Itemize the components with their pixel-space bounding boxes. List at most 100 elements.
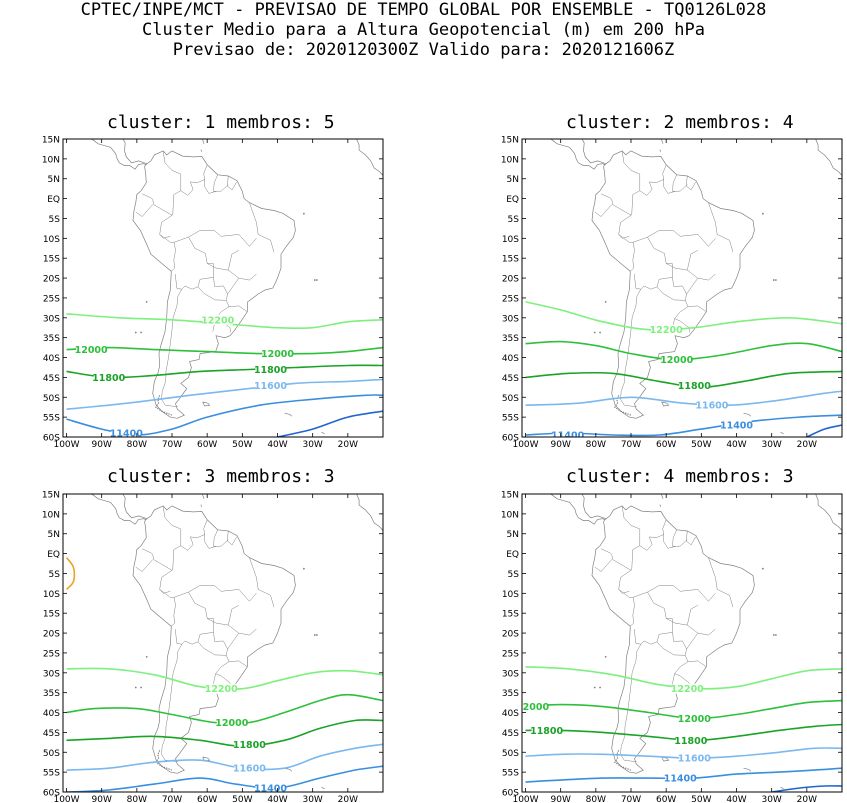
- lat-label: 10N: [501, 155, 519, 165]
- contour-label-bg: [111, 428, 142, 437]
- contour-label-12000: 12000: [660, 355, 693, 366]
- country-border: [226, 175, 237, 191]
- coastline-south-america: [132, 150, 296, 419]
- contour-label-11400: 11400: [720, 421, 753, 432]
- contour-label-11800: 11800: [233, 740, 266, 751]
- coastline-africa: [815, 139, 842, 182]
- country-border: [656, 277, 687, 301]
- island: [659, 504, 662, 507]
- country-border: [672, 529, 688, 547]
- lon-label: 20W: [797, 440, 817, 450]
- islet: [493, 660, 495, 662]
- islet: [772, 634, 775, 636]
- country-border: [227, 277, 240, 295]
- country-border: [188, 230, 257, 247]
- island: [202, 401, 211, 407]
- contour-label-bg: [202, 314, 233, 325]
- country-border: [594, 204, 612, 217]
- lon-label: 60W: [656, 440, 676, 450]
- coastline-fuegian-islands: [614, 395, 632, 416]
- contour-label-12000: 12000: [261, 349, 294, 360]
- map-frame: [62, 493, 384, 793]
- lon-label: 20W: [338, 795, 358, 803]
- lat-label: 40S: [43, 709, 60, 719]
- lat-label: 45S: [502, 729, 519, 739]
- island: [202, 139, 205, 144]
- lat-label: 60S: [502, 789, 519, 799]
- lon-label: 90W: [92, 440, 112, 450]
- header-title: CPTEC/INPE/MCT - PREVISAO DE TEMPO GLOBA…: [80, 0, 767, 20]
- country-border: [647, 585, 716, 602]
- island: [656, 127, 658, 130]
- lat-label: 40S: [502, 354, 519, 364]
- lon-label: 50W: [232, 795, 252, 803]
- country-border: [207, 618, 257, 636]
- contour-label-11600: 11600: [695, 401, 728, 412]
- lat-label: 15S: [43, 610, 60, 620]
- contour-label-11600: 11600: [254, 381, 287, 392]
- lat-label: 60S: [43, 789, 60, 799]
- country-border: [687, 660, 707, 668]
- contour-label-bg: [93, 372, 124, 383]
- header-subtitle: Cluster Medio para a Altura Geopotencial…: [142, 20, 705, 40]
- contour-11600: [66, 378, 383, 410]
- contour-label-bg: [679, 713, 710, 724]
- island: [202, 494, 205, 499]
- islet: [34, 305, 36, 307]
- contour-label-bg: [679, 753, 710, 764]
- country-border: [226, 530, 237, 546]
- contour-label-bg: [721, 420, 752, 431]
- country-border: [667, 191, 676, 194]
- lon-label: 80W: [127, 795, 147, 803]
- lat-label: EQ: [506, 550, 519, 560]
- lon-label: 100W: [53, 440, 79, 450]
- islet: [134, 331, 137, 334]
- lat-label: 10S: [43, 590, 60, 600]
- contour-11600: [525, 390, 842, 407]
- lat-label: 5S: [49, 570, 61, 580]
- lon-label: 40W: [267, 795, 287, 803]
- lat-label: EQ: [47, 195, 60, 205]
- country-border: [600, 193, 632, 216]
- lat-label: 55S: [502, 414, 519, 424]
- country-border: [159, 215, 176, 272]
- country-border: [197, 632, 228, 656]
- lat-label: 55S: [43, 414, 60, 424]
- contour-label-bg: [531, 725, 562, 736]
- map-frame: [521, 493, 843, 793]
- contour-12000: [66, 346, 383, 355]
- contour-label-bg: [661, 354, 692, 365]
- country-border: [594, 559, 612, 572]
- map-panel-3: 12200 12000 11800 11600 11400 15N 10N 5N EQ 5S 10S…: [42, 491, 384, 803]
- contour-label-bg: [216, 717, 247, 728]
- contour-label-bg: [675, 735, 706, 746]
- lat-label: 25S: [502, 294, 519, 304]
- country-border: [180, 534, 205, 551]
- country-border: [227, 632, 240, 650]
- country-border: [674, 655, 689, 674]
- contour-label-bg: [665, 773, 696, 784]
- islet: [145, 656, 148, 658]
- country-border: [687, 605, 698, 626]
- contour-label-bg: [255, 380, 286, 391]
- lat-label: 50S: [43, 394, 60, 404]
- coastline-central-america: [90, 139, 148, 170]
- country-border: [674, 300, 689, 319]
- islet: [145, 301, 148, 303]
- lat-label: 25S: [43, 294, 60, 304]
- lat-label: 40S: [43, 354, 60, 364]
- lat-label: EQ: [506, 195, 519, 205]
- island: [661, 401, 670, 407]
- lon-label: 90W: [551, 440, 571, 450]
- country-border: [671, 673, 675, 687]
- country-border: [135, 559, 153, 572]
- lon-label: 30W: [302, 440, 322, 450]
- island: [780, 431, 784, 435]
- islet: [140, 331, 142, 334]
- country-border: [174, 591, 214, 645]
- lon-label: 80W: [586, 795, 606, 803]
- lat-label: 40S: [502, 709, 519, 719]
- lat-label: 55S: [43, 769, 60, 779]
- contour-label-12000: 12000: [678, 714, 711, 725]
